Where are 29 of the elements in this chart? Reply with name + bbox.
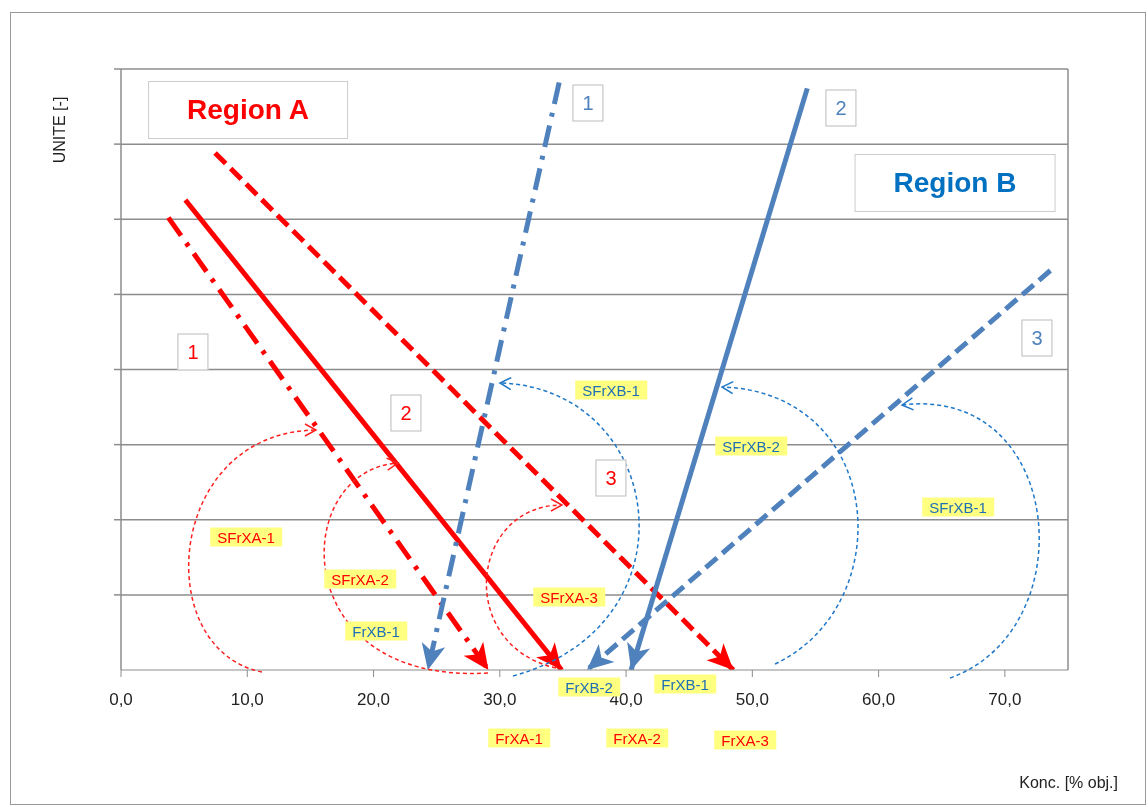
annotation: SFrXA-2 [324,569,396,589]
x-tick-label: 70,0 [988,690,1022,710]
x-tick-label: 10,0 [230,690,264,710]
y-axis-title: UNITE [-] [51,96,69,164]
annotation: SFrXB-2 [715,436,787,456]
series-label: 1 [572,84,604,122]
annotation: FrXB-1 [345,621,407,641]
series-label: 3 [1021,319,1053,357]
text: FrXA-1 [488,728,550,748]
x-tick-label: 0,0 [109,690,133,710]
text: FrXA-2 [606,728,668,748]
text: 1 [177,333,209,371]
x-tick-label: 20,0 [356,690,391,710]
series-label: 3 [595,459,627,497]
text: FrXB-2 [558,677,620,697]
x-tick-label: 50,0 [735,690,769,710]
x-tick-label: 60,0 [862,690,896,710]
series-label: 2 [390,394,422,432]
x-tick-label: 30,0 [483,690,517,710]
annotation: Region B [854,154,1056,212]
annotation: SFrXB-1 [922,497,994,517]
annotation: SFrXA-1 [210,527,282,547]
text: FrXB-1 [654,674,716,694]
annotation: SFrXB-1 [575,380,647,400]
x-axis-title: Konc. [% obj.] [1019,774,1118,792]
annotation: Region A [148,81,348,139]
series-label: 2 [825,89,857,127]
text: FrXA-3 [714,730,776,750]
annotation: SFrXA-3 [533,587,605,607]
